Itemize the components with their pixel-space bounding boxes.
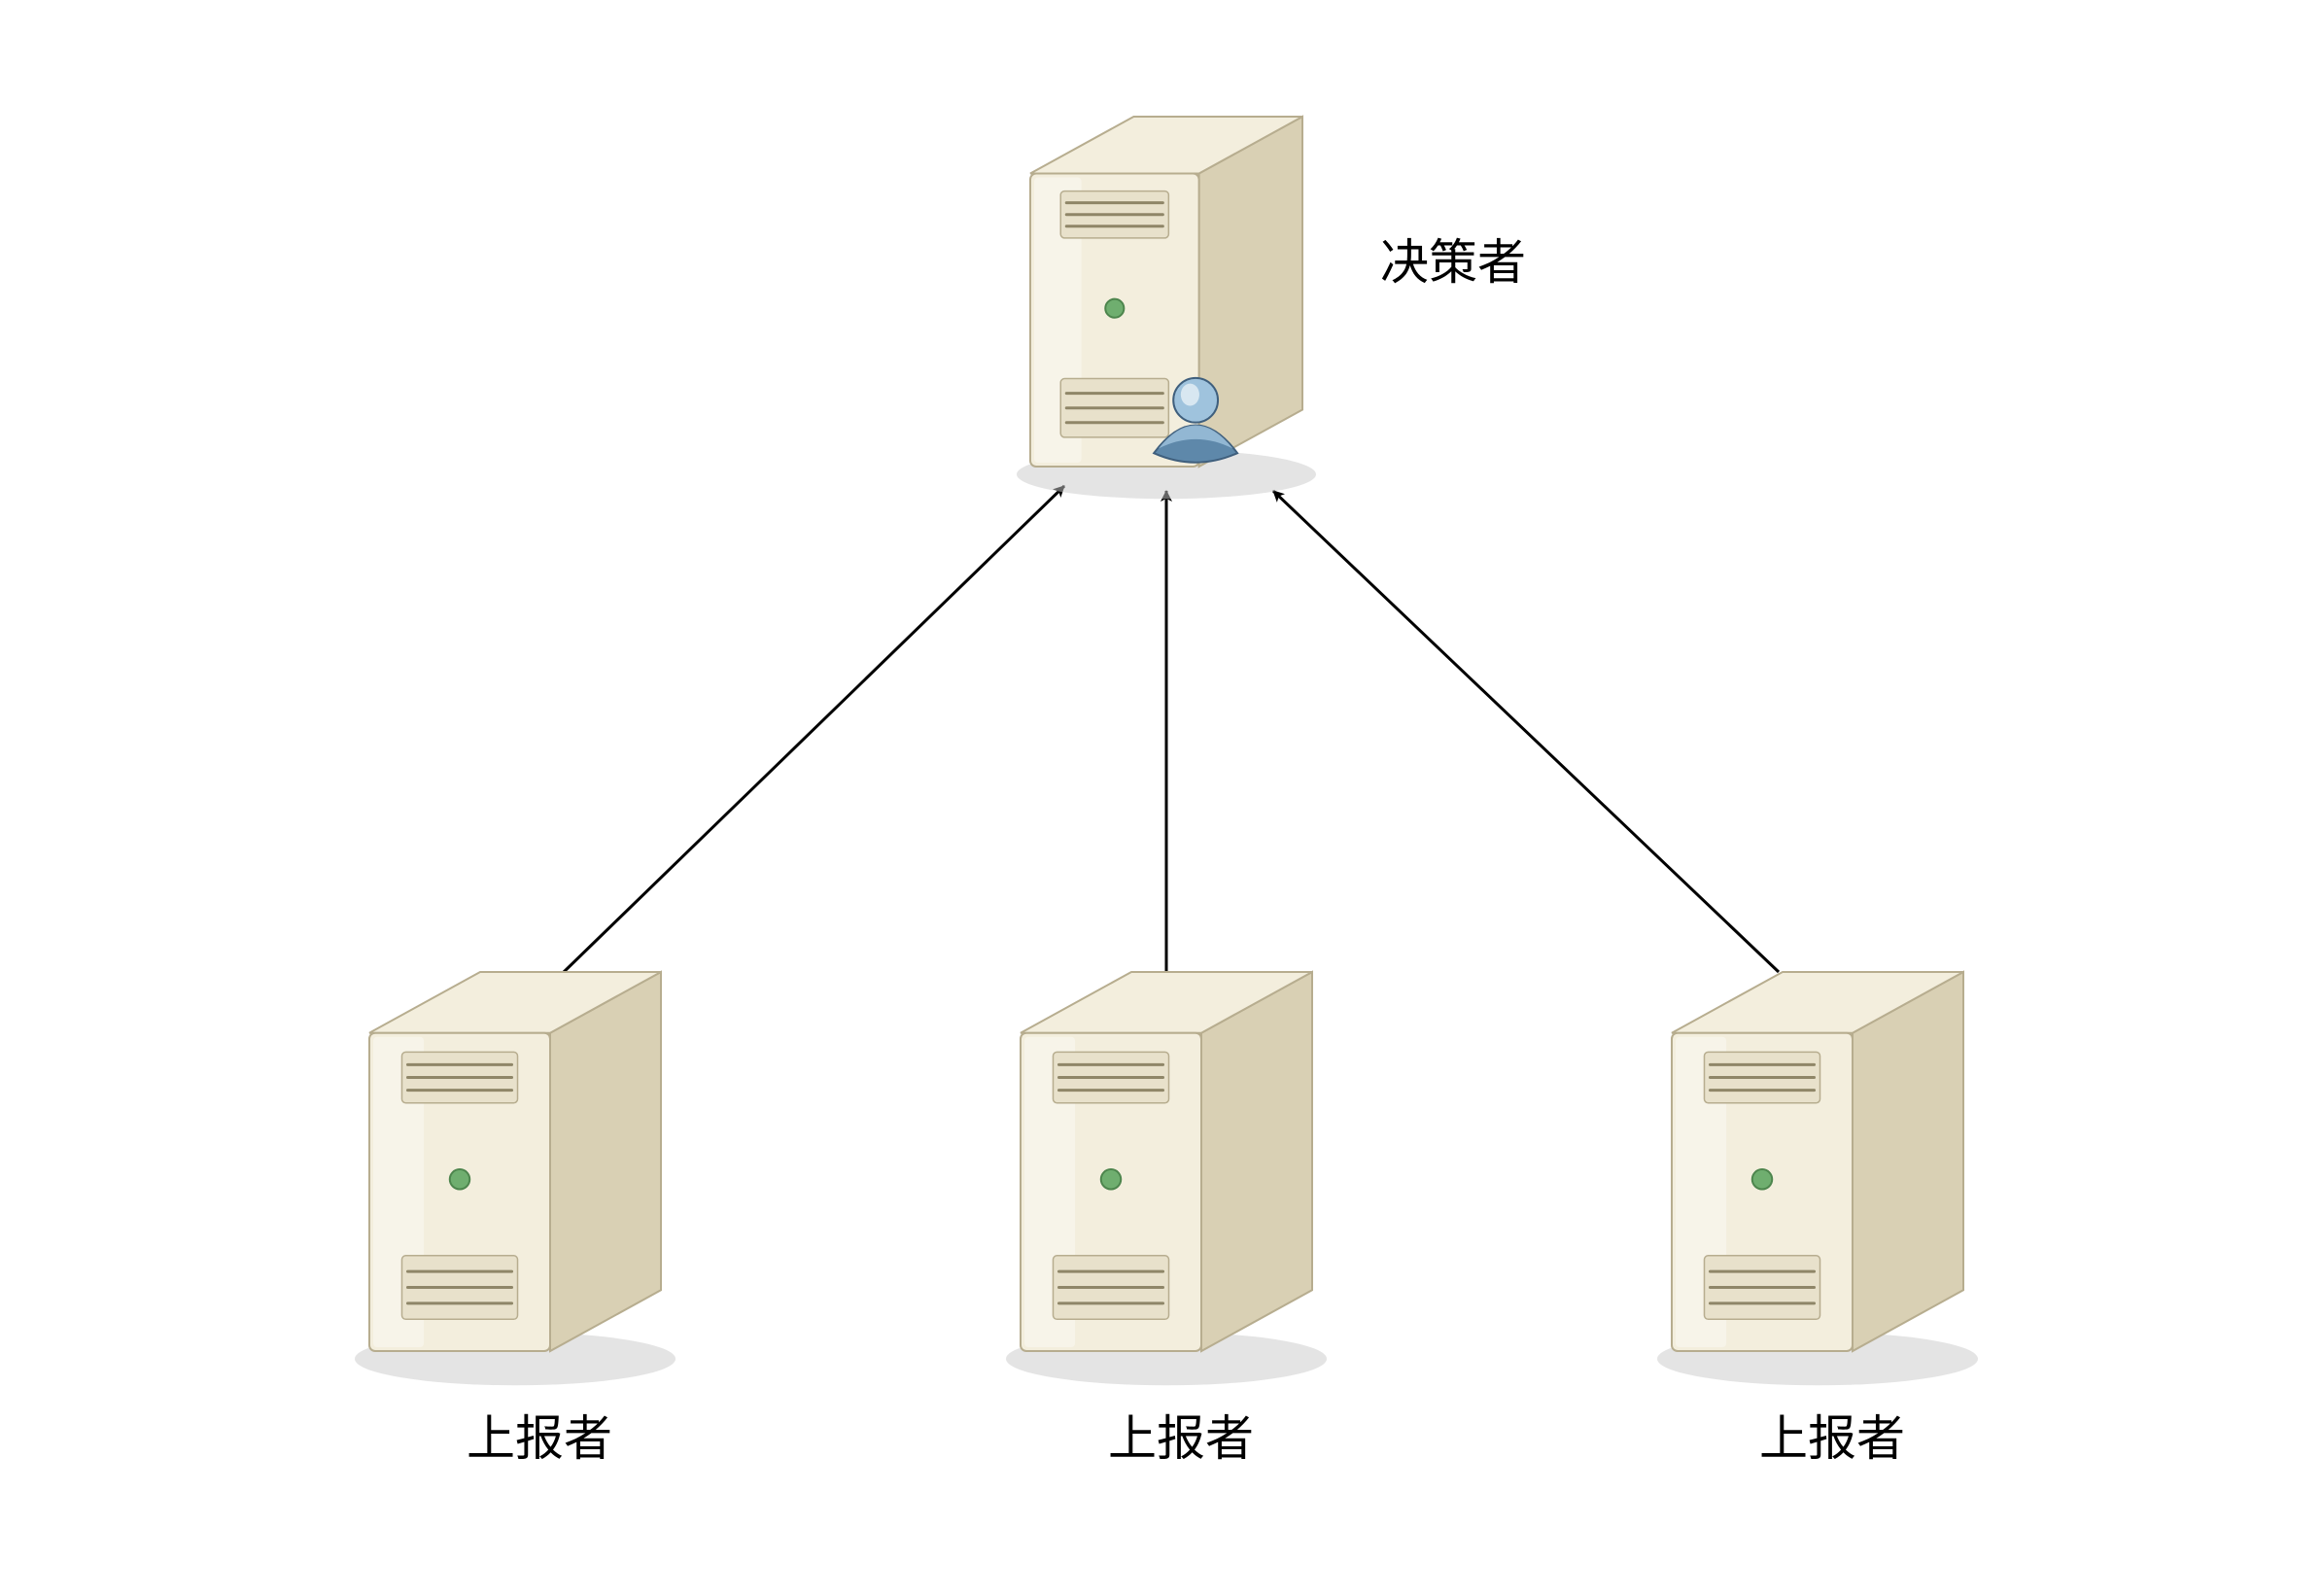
decision-maker-label: 决策者 [1380, 224, 1526, 294]
reporter-label-1: 上报者 [467, 1400, 612, 1470]
reporter-server-icon [355, 972, 676, 1385]
diagram-svg [0, 0, 2322, 1596]
reporter-server-icon [1657, 972, 1978, 1385]
edge-arrow [564, 486, 1064, 972]
reporter-label-3: 上报者 [1759, 1400, 1905, 1470]
decision-maker-server-icon [1017, 117, 1316, 499]
diagram-canvas: 决策者 上报者 上报者 上报者 [0, 0, 2322, 1596]
edge-arrow [1273, 491, 1779, 972]
reporter-server-icon [1006, 972, 1327, 1385]
reporter-label-2: 上报者 [1108, 1400, 1254, 1470]
